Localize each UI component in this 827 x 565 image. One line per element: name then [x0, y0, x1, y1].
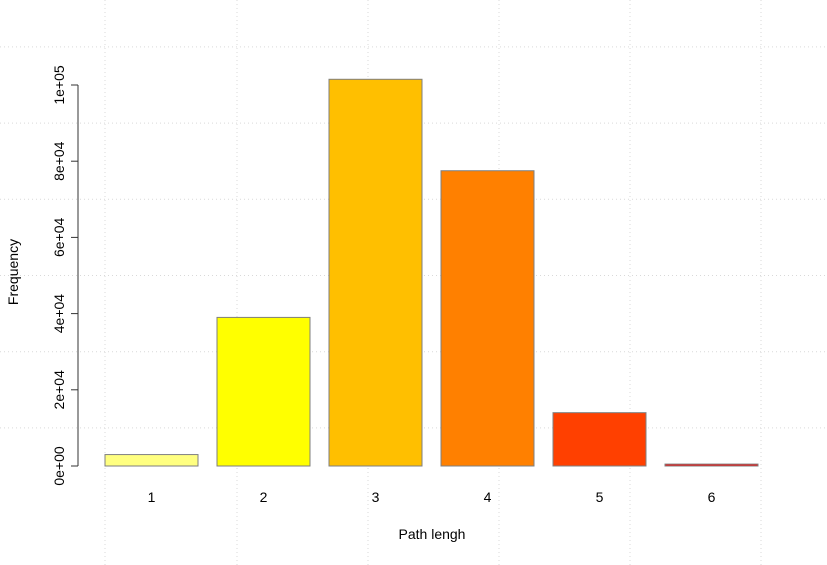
- bar-2: [216, 316, 311, 467]
- y-tick-label-3: 6e+04: [51, 218, 67, 258]
- y-axis-ticks: 0e+00 2e+04 4e+04 6e+04 8e+04 1e+05: [51, 65, 78, 486]
- x-tick-label-2: 2: [260, 489, 268, 505]
- y-tick-label-5: 1e+05: [51, 65, 67, 105]
- y-axis-title: Frequency: [5, 239, 21, 305]
- y-tick-label-0: 0e+00: [51, 446, 67, 486]
- y-tick-label-1: 2e+04: [51, 370, 67, 410]
- bars: [104, 78, 759, 467]
- y-tick-label-4: 8e+04: [51, 141, 67, 181]
- bar-1: [104, 454, 199, 467]
- bar-3: [328, 78, 423, 467]
- x-axis-labels: 1 2 3 4 5 6: [148, 489, 716, 505]
- x-tick-label-3: 3: [372, 489, 380, 505]
- bar-6: [664, 463, 759, 467]
- x-tick-label-6: 6: [708, 489, 716, 505]
- x-axis-title: Path lengh: [399, 526, 466, 542]
- bar-5: [552, 412, 647, 467]
- x-tick-label-5: 5: [596, 489, 604, 505]
- x-tick-label-1: 1: [148, 489, 156, 505]
- y-tick-label-2: 4e+04: [51, 294, 67, 334]
- x-tick-label-4: 4: [484, 489, 492, 505]
- bar-4: [440, 170, 535, 467]
